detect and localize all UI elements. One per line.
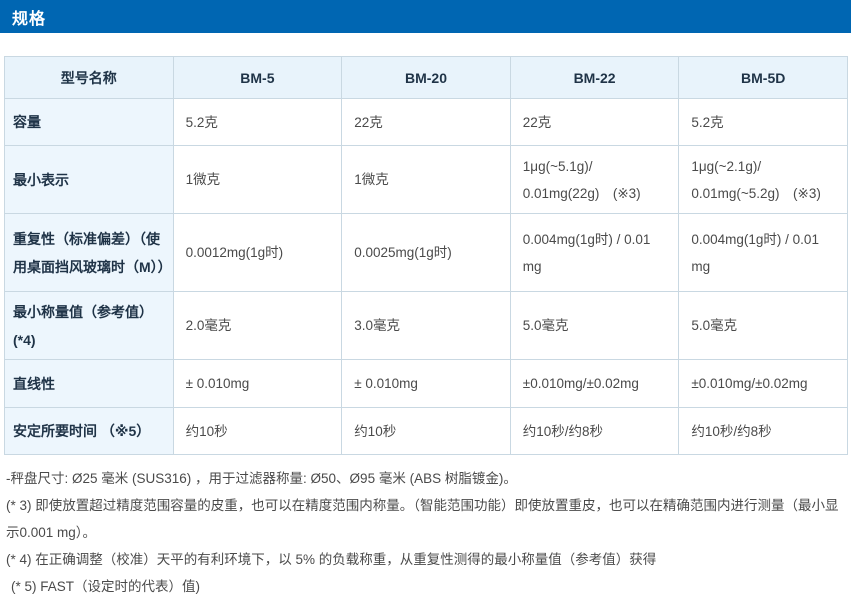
spec-value-cell: 约10秒 [172,407,343,455]
spec-value-cell: 5.0毫克 [509,291,680,360]
spec-value-cell: 5.0毫克 [678,291,848,360]
row-label: 容量 [4,98,174,146]
spec-value-cell: 2.0毫克 [172,291,343,360]
spec-value-cell: 1微克 [172,145,343,214]
column-header-bm-20: BM-20 [341,56,511,99]
spec-value-cell: 0.004mg(1g时) / 0.01 mg [509,213,680,292]
row-label: 最小称量值（参考值） (*4) [4,291,174,360]
table-row-min-weighing-value: 最小称量值（参考值） (*4) 2.0毫克 3.0毫克 5.0毫克 5.0毫克 [4,291,848,360]
column-header-bm-5: BM-5 [172,56,343,99]
footnote-4: (* 4) 在正确调整（校准）天平的有利环境下，以 5% 的负载称重，从重复性测… [6,552,657,567]
spec-value-cell: 5.2克 [172,98,343,146]
row-label: 最小表示 [4,145,174,214]
row-label: 直线性 [4,359,174,408]
table-row-capacity: 容量 5.2克 22克 22克 5.2克 [4,98,848,146]
table-row-min-display: 最小表示 1微克 1微克 1μg(~5.1g)/ 0.01mg(22g) (※3… [4,145,848,214]
spec-value-cell: 1微克 [341,145,511,214]
spec-value-cell: 5.2克 [678,98,848,146]
spec-value-cell: 0.004mg(1g时) / 0.01 mg [678,213,848,292]
spec-value-cell: ±0.010mg/±0.02mg [509,359,680,408]
table-header-row: 型号名称 BM-5 BM-20 BM-22 BM-5D [4,56,848,99]
column-header-bm-22: BM-22 [509,56,680,99]
footnote-pan-size: -秤盘尺寸: Ø25 毫米 (SUS316) ，用于过滤器称量: Ø50、Ø95… [6,471,517,486]
section-title: 规格 [12,10,47,28]
spec-value-cell: 0.0025mg(1g时) [341,213,511,292]
spec-value-cell: 约10秒/约8秒 [509,407,680,455]
spec-value-cell: 22克 [509,98,680,146]
spec-value-cell: 约10秒/约8秒 [678,407,848,455]
table-row-linearity: 直线性 ± 0.010mg ± 0.010mg ±0.010mg/±0.02mg… [4,359,848,408]
footnotes: -秤盘尺寸: Ø25 毫米 (SUS316) ，用于过滤器称量: Ø50、Ø95… [6,465,847,600]
spec-value-cell: 1μg(~2.1g)/ 0.01mg(~5.2g) (※3) [678,145,848,214]
spec-value-cell: 1μg(~5.1g)/ 0.01mg(22g) (※3) [509,145,680,214]
section-title-bar: 规格 [0,0,851,33]
column-header-bm-5d: BM-5D [678,56,848,99]
spec-table: 型号名称 BM-5 BM-20 BM-22 BM-5D 容量 5.2克 22克 … [4,56,848,455]
spec-value-cell: ± 0.010mg [341,359,511,408]
spec-value-cell: 22克 [341,98,511,146]
spec-value-cell: 0.0012mg(1g时) [172,213,343,292]
table-row-stabilization-time: 安定所要时间 （※5） 约10秒 约10秒 约10秒/约8秒 约10秒/约8秒 [4,407,848,455]
row-label: 安定所要时间 （※5） [4,407,174,455]
row-label: 重复性（标准偏差）（使用桌面挡风玻璃时（M）） [4,213,174,292]
table-row-repeatability: 重复性（标准偏差）（使用桌面挡风玻璃时（M）） 0.0012mg(1g时) 0.… [4,213,848,292]
spec-value-cell: 3.0毫克 [341,291,511,360]
spec-value-cell: 约10秒 [341,407,511,455]
footnote-3: (* 3) 即使放置超过精度范围容量的皮重，也可以在精度范围内称量。（智能范围功… [6,498,839,540]
spec-value-cell: ± 0.010mg [172,359,343,408]
column-header-model-name: 型号名称 [4,56,174,99]
spec-value-cell: ±0.010mg/±0.02mg [678,359,848,408]
footnote-5: (* 5) FAST（设定时的代表）值) [11,579,201,594]
